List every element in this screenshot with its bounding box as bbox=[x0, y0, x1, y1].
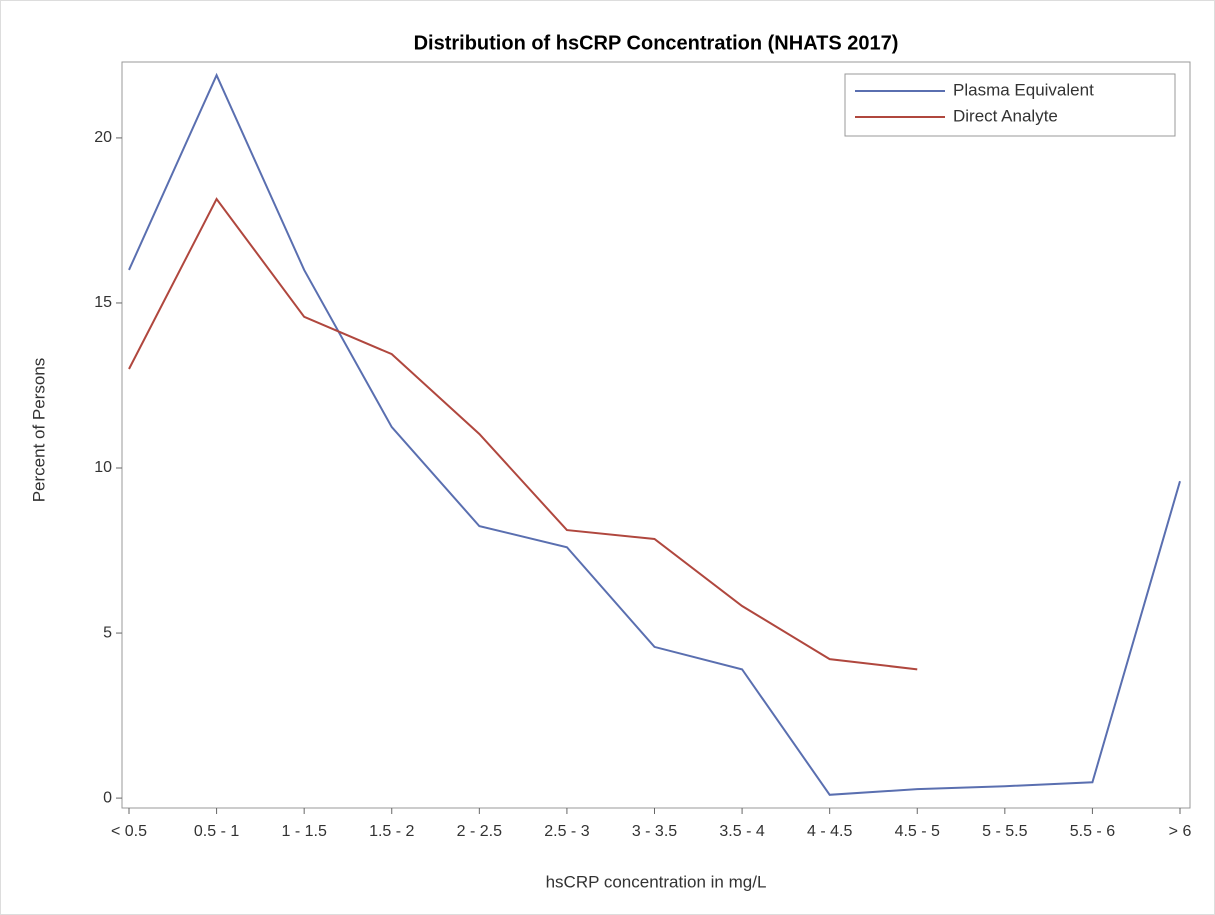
x-tick-label: 2.5 - 3 bbox=[544, 823, 589, 840]
x-tick-label: 3.5 - 4 bbox=[719, 823, 764, 840]
legend-label: Direct Analyte bbox=[953, 106, 1058, 125]
x-tick-label: 2 - 2.5 bbox=[457, 823, 502, 840]
x-tick-label: 5.5 - 6 bbox=[1070, 823, 1115, 840]
y-axis-label: Percent of Persons bbox=[29, 358, 48, 503]
y-tick-label: 5 bbox=[103, 624, 112, 641]
x-tick-label: < 0.5 bbox=[111, 823, 147, 840]
plot-area bbox=[121, 61, 1191, 809]
y-tick-label: 10 bbox=[94, 459, 112, 476]
line-series bbox=[128, 72, 1181, 796]
x-tick-label: 0.5 - 1 bbox=[194, 823, 239, 840]
x-tick-label: 1.5 - 2 bbox=[369, 823, 414, 840]
x-tick-label: 3 - 3.5 bbox=[632, 823, 677, 840]
y-tick-label: 0 bbox=[103, 789, 112, 806]
line-series bbox=[128, 197, 918, 671]
legend-label: Plasma Equivalent bbox=[953, 80, 1094, 99]
chart-title: Distribution of hsCRP Concentration (NHA… bbox=[414, 32, 899, 54]
x-tick-label: 1 - 1.5 bbox=[281, 823, 326, 840]
x-tick-label: 4 - 4.5 bbox=[807, 823, 852, 840]
legend-box bbox=[844, 73, 1176, 137]
x-tick-label: 4.5 - 5 bbox=[895, 823, 940, 840]
x-tick-label: 5 - 5.5 bbox=[982, 823, 1027, 840]
x-tick-label: > 6 bbox=[1169, 823, 1192, 840]
x-axis-label: hsCRP concentration in mg/L bbox=[546, 872, 767, 891]
y-tick-label: 15 bbox=[94, 294, 112, 311]
y-tick-label: 20 bbox=[94, 129, 112, 146]
